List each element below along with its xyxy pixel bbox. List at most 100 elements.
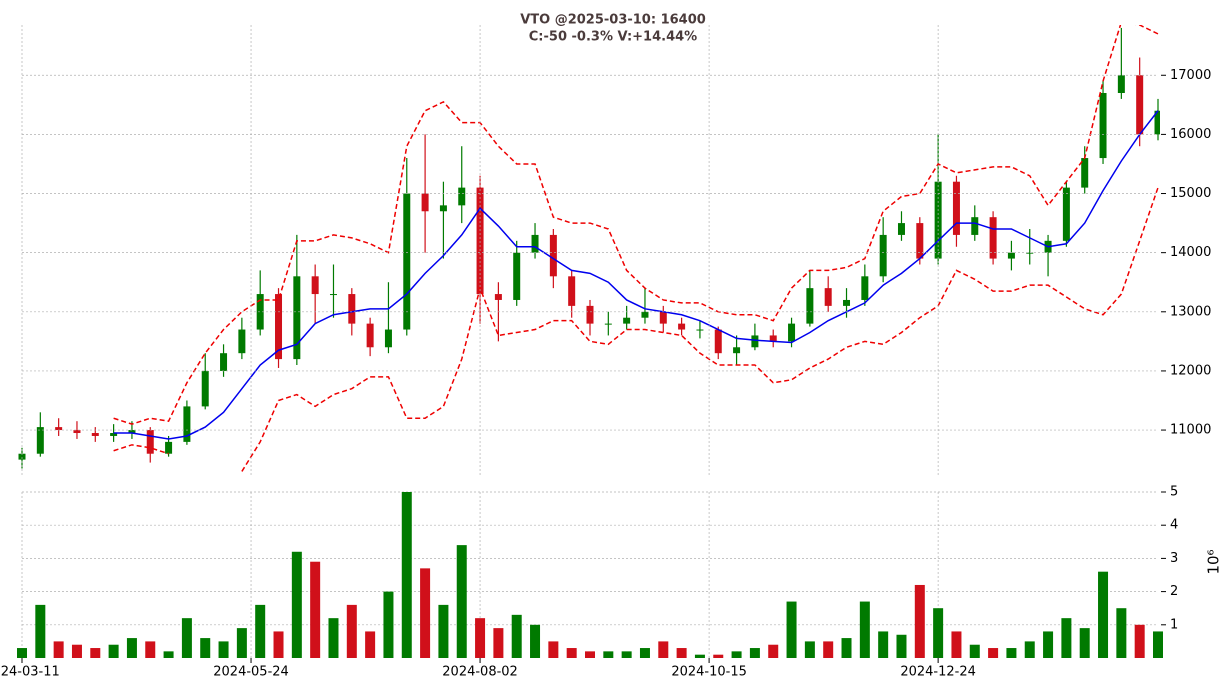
volume-bar [749,648,760,658]
candle-body [1081,158,1089,188]
candle-body [714,329,722,354]
y-tick-label: 5 [1170,485,1178,500]
y-tick-label: 4 [1170,518,1178,533]
candle-body [678,323,686,330]
candle-body [989,217,997,259]
candle-body [861,276,869,300]
volume-bar [310,561,321,658]
y-tick-label: 11000 [1170,423,1211,438]
candle-body [146,430,154,454]
candle-body [1117,75,1125,94]
y-tick-label: 2 [1170,584,1178,599]
x-tick-label: 2024-03-11 [0,665,60,680]
candle-body [494,294,502,300]
chart-title: VTO @2025-03-10: 16400 [520,13,706,28]
volume-bar [420,568,431,658]
volume-bar [914,584,925,658]
x-tick-label: 2024-10-15 [671,665,747,680]
y-tick-label: 17000 [1170,68,1211,83]
volume-bar [621,651,632,658]
volume-bar [200,638,211,658]
volume-bar [933,608,944,658]
volume-bar [988,648,999,658]
candle-body [1026,252,1034,254]
candle-body [604,323,612,325]
candle-body [788,323,796,342]
volume-bar [1153,631,1163,658]
volume-bar [126,638,137,658]
volume-bar [841,638,852,658]
volume-bar [804,641,815,658]
candle-body [91,433,99,436]
candle-body [384,329,392,348]
volume-bar [694,654,705,658]
volume-bar [53,641,64,658]
candle-body [1062,187,1070,241]
candle-body [696,329,704,331]
candle-body [1154,110,1160,135]
volume-bar [273,631,284,658]
volume-bar [786,601,797,658]
volume-bar [585,651,595,658]
volume-bar [1134,624,1145,658]
price-panel [18,25,1160,472]
volume-unit: 10⁶ [1205,549,1223,574]
candle-body [348,294,356,324]
candle-body [329,294,337,296]
candle-body [128,430,136,434]
volume-bar [71,644,82,658]
volume-bar [383,591,394,658]
candle-body [311,276,319,295]
volume-bar [163,651,174,658]
candle-body [293,276,301,360]
candle-body [458,187,466,206]
volume-bar [1024,641,1035,658]
y-tick-label: 14000 [1170,245,1211,260]
volume-bar [768,644,779,658]
candle-body [110,433,118,436]
volume-bar [713,654,724,658]
candle-body [843,299,851,306]
chart-subtitle: C:-50 -0.3% V:+14.44% [529,30,697,45]
y-tick-label: 12000 [1170,363,1211,378]
indicator-line [113,110,1159,440]
candle-body [879,234,887,277]
volume-bar [566,648,577,658]
volume-bar [530,624,541,658]
volume-bar [35,604,46,658]
volume-bar [603,651,614,658]
candle-body [751,335,759,348]
volume-bar [17,648,27,658]
candle-body [586,305,594,324]
candle-body [165,441,173,454]
volume-bar [145,641,156,658]
volume-bar [658,641,669,658]
volume-bar [548,641,559,658]
volume-bar [1006,648,1017,658]
indicator-line [113,444,169,455]
candle-body [183,406,191,442]
volume-bar [438,604,449,658]
candle-body [659,311,667,324]
candle-body [366,323,374,348]
volume-bar [236,628,247,658]
volume-bar [969,644,980,658]
candle-body [476,187,484,295]
candle-body [55,427,63,431]
candle-body [220,353,228,371]
candle-body [275,294,283,360]
volume-bar [475,618,486,658]
volume-bar [346,604,357,658]
volume-bar [90,648,101,658]
volume-bar [639,648,650,658]
candle-body [201,370,209,407]
volume-bar [108,644,119,658]
volume-bar [1061,618,1072,658]
candle-body [824,288,832,306]
candle-body [421,193,429,212]
candle-body [531,234,539,253]
volume-bar [731,651,742,658]
candle-body [568,276,576,306]
candle-body [952,181,960,235]
